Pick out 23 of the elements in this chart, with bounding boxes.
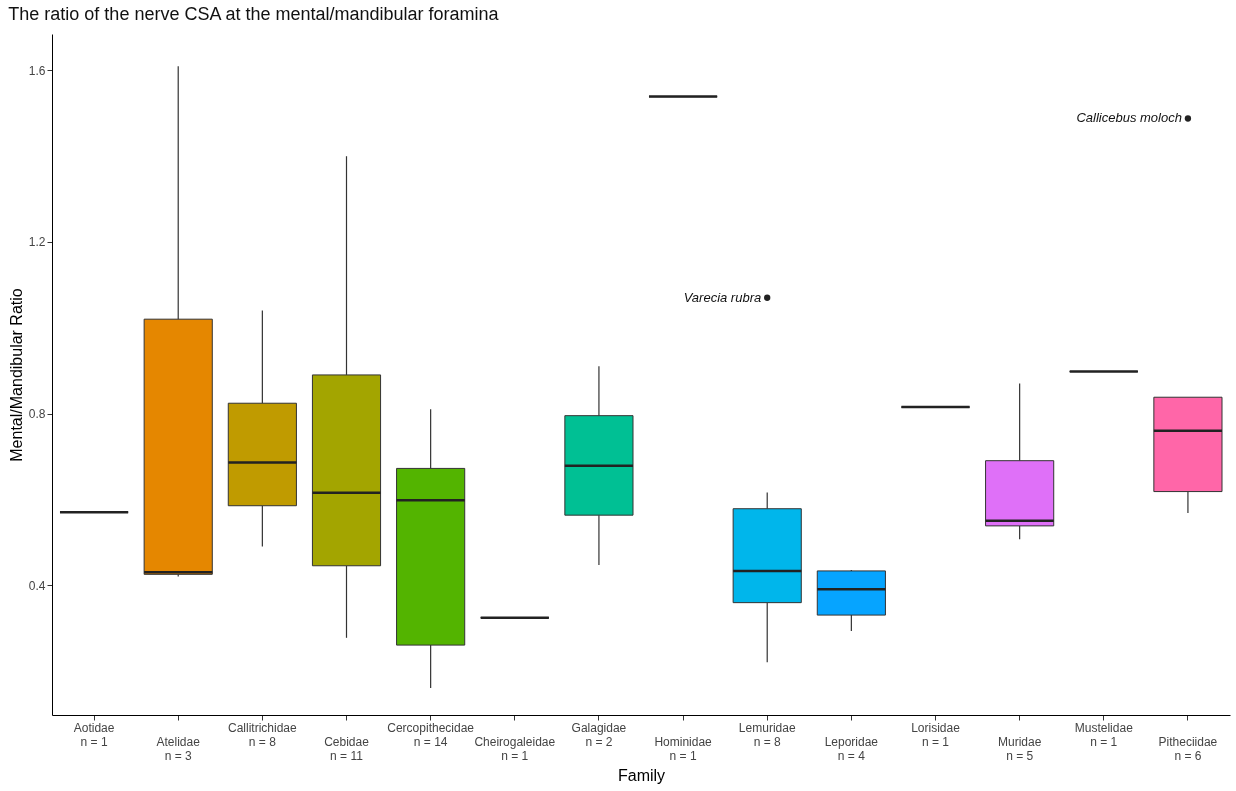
x-tick-label: Galagidae n = 2 [571,720,627,749]
y-tick-label: 1.6 [28,63,46,78]
y-axis-title: Mental/Mandibular Ratio [7,288,25,462]
x-tick-label: Aotidae n = 1 [73,720,115,749]
y-tick-label: 1.2 [28,235,46,250]
x-tick-label: Lorisidae n = 1 [911,720,961,749]
x-tick-label: Cheirogaleidae n = 1 [474,734,556,763]
annotation: Varecia rubra [683,289,762,305]
x-tick-label: Lemuridae n = 8 [738,720,796,749]
y-tick-label: 0.8 [28,407,46,422]
x-tick-label: Callitrichidae n = 8 [228,720,298,749]
x-tick-label: Hominidae n = 1 [654,734,713,763]
x-tick-label: Muridae n = 5 [997,734,1042,763]
x-tick-label: Mustelidae n = 1 [1074,720,1134,749]
x-tick-label: Pitheciidae n = 6 [1158,734,1218,763]
x-tick-label: Cebidae n = 11 [324,734,370,763]
chart-title: The ratio of the nerve CSA at the mental/mandibular foramina [8,4,500,24]
y-tick-label: 0.4 [28,578,46,593]
x-tick-label: Cercopithecidae n = 14 [387,720,475,749]
annotation: Callicebus moloch [1076,110,1182,126]
x-tick-label: Atelidae n = 3 [156,734,201,763]
x-tick-label: Leporidae n = 4 [824,734,879,763]
x-axis-title: Family [617,766,666,784]
